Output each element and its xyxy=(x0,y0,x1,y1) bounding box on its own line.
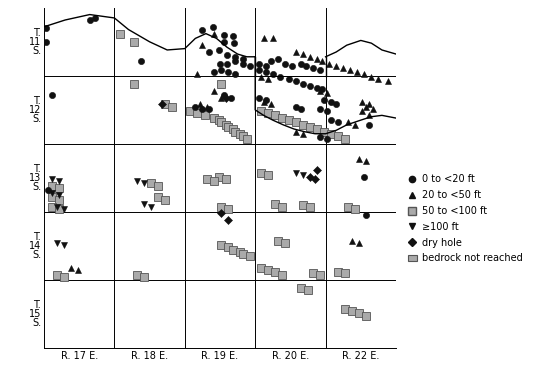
Legend: 0 to <20 ft, 20 to <50 ft, 50 to <100 ft, ≥100 ft, dry hole, bedrock not reached: 0 to <20 ft, 20 to <50 ft, 50 to <100 ft… xyxy=(406,172,525,265)
